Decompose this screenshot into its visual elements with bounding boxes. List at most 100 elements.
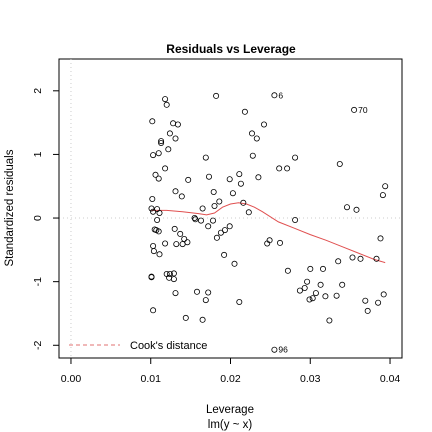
data-point: [210, 188, 217, 195]
data-point: [343, 204, 350, 211]
data-point: [216, 198, 223, 205]
data-point: [213, 92, 220, 99]
data-point: [166, 130, 173, 137]
data-point: [158, 139, 165, 146]
data-point: [171, 225, 178, 232]
data-point: [205, 289, 212, 296]
data-point: [182, 314, 189, 321]
y-tick-label: -2: [32, 340, 44, 349]
data-point: [150, 242, 157, 249]
data-point: [351, 106, 358, 113]
point-labels-group: 6 70 96: [278, 90, 367, 354]
data-point: [205, 173, 212, 180]
data-point: [172, 290, 179, 297]
data-point: [211, 202, 218, 209]
data-point: [231, 260, 238, 267]
data-point: [170, 276, 177, 283]
data-point: [192, 216, 199, 223]
data-point: [163, 101, 170, 108]
data-point: [193, 288, 200, 295]
data-point: [240, 199, 247, 206]
smooth-line-group: [151, 202, 386, 264]
data-point: [178, 193, 185, 200]
data-point: [253, 135, 260, 142]
legend: Cook's distance: [69, 340, 207, 352]
data-point: [172, 188, 179, 195]
y-axis-label: Standardized residuals: [4, 149, 16, 266]
data-point: [149, 118, 156, 125]
x-tick-label: 0.00: [61, 373, 82, 385]
data-point: [179, 241, 186, 248]
data-point: [217, 229, 224, 236]
data-point: [301, 284, 308, 291]
data-point: [309, 295, 316, 302]
data-point: [152, 171, 159, 178]
data-point: [271, 92, 278, 99]
y-axis: -2 -1 0 1 2: [32, 88, 60, 350]
data-point: [202, 154, 209, 161]
data-point: [162, 240, 169, 247]
data-point: [236, 171, 243, 178]
data-point: [284, 267, 291, 274]
data-point: [339, 281, 346, 288]
data-point: [336, 160, 343, 167]
data-point: [199, 316, 206, 323]
data-point: [181, 235, 188, 242]
data-point: [255, 174, 262, 181]
data-point: [271, 346, 278, 353]
data-point: [166, 270, 173, 277]
data-point: [173, 241, 180, 248]
data-point: [148, 273, 155, 280]
legend-label: Cook's distance: [130, 340, 207, 352]
data-point: [236, 298, 243, 305]
data-point: [170, 120, 177, 127]
data-point: [335, 258, 342, 265]
data-point: [150, 152, 157, 159]
data-point: [326, 317, 333, 324]
data-point: [158, 138, 165, 145]
data-point: [150, 208, 157, 215]
data-point: [353, 206, 360, 213]
reference-lines: [59, 59, 402, 358]
points-group: [148, 92, 389, 353]
chart-title: Residuals vs Leverage: [166, 42, 296, 56]
data-point: [148, 205, 155, 212]
plot-frame: [58, 58, 403, 359]
data-point: [162, 165, 169, 172]
data-point: [170, 270, 177, 277]
data-point: [292, 154, 299, 161]
data-point: [205, 223, 212, 230]
x-tick-label: 0.02: [220, 373, 241, 385]
data-point: [292, 216, 299, 223]
data-point: [375, 299, 382, 306]
data-point: [150, 307, 157, 314]
point-label: 6: [278, 90, 283, 100]
y-tick-label: -1: [32, 277, 44, 286]
data-point: [307, 265, 314, 272]
data-point: [319, 265, 326, 272]
point-label: 96: [278, 345, 288, 355]
data-point: [156, 209, 163, 216]
data-point: [156, 251, 163, 258]
x-axis: 0.00 0.01 0.02 0.03 0.04: [61, 357, 400, 385]
data-point: [166, 274, 173, 281]
data-point: [296, 287, 303, 294]
x-tick-label: 0.03: [300, 373, 321, 385]
data-point: [362, 297, 369, 304]
data-point: [264, 240, 271, 247]
data-point: [276, 165, 283, 172]
data-point: [237, 180, 244, 187]
data-point: [373, 255, 380, 262]
data-point: [177, 230, 184, 237]
data-point: [245, 209, 252, 216]
data-point: [317, 281, 324, 288]
data-point: [276, 239, 283, 246]
data-point: [197, 217, 204, 224]
data-point: [382, 183, 389, 190]
data-point: [284, 165, 291, 172]
data-point: [312, 290, 319, 297]
data-point: [260, 121, 267, 128]
data-point: [202, 297, 209, 304]
point-label: 70: [358, 105, 368, 115]
data-point: [155, 228, 162, 235]
